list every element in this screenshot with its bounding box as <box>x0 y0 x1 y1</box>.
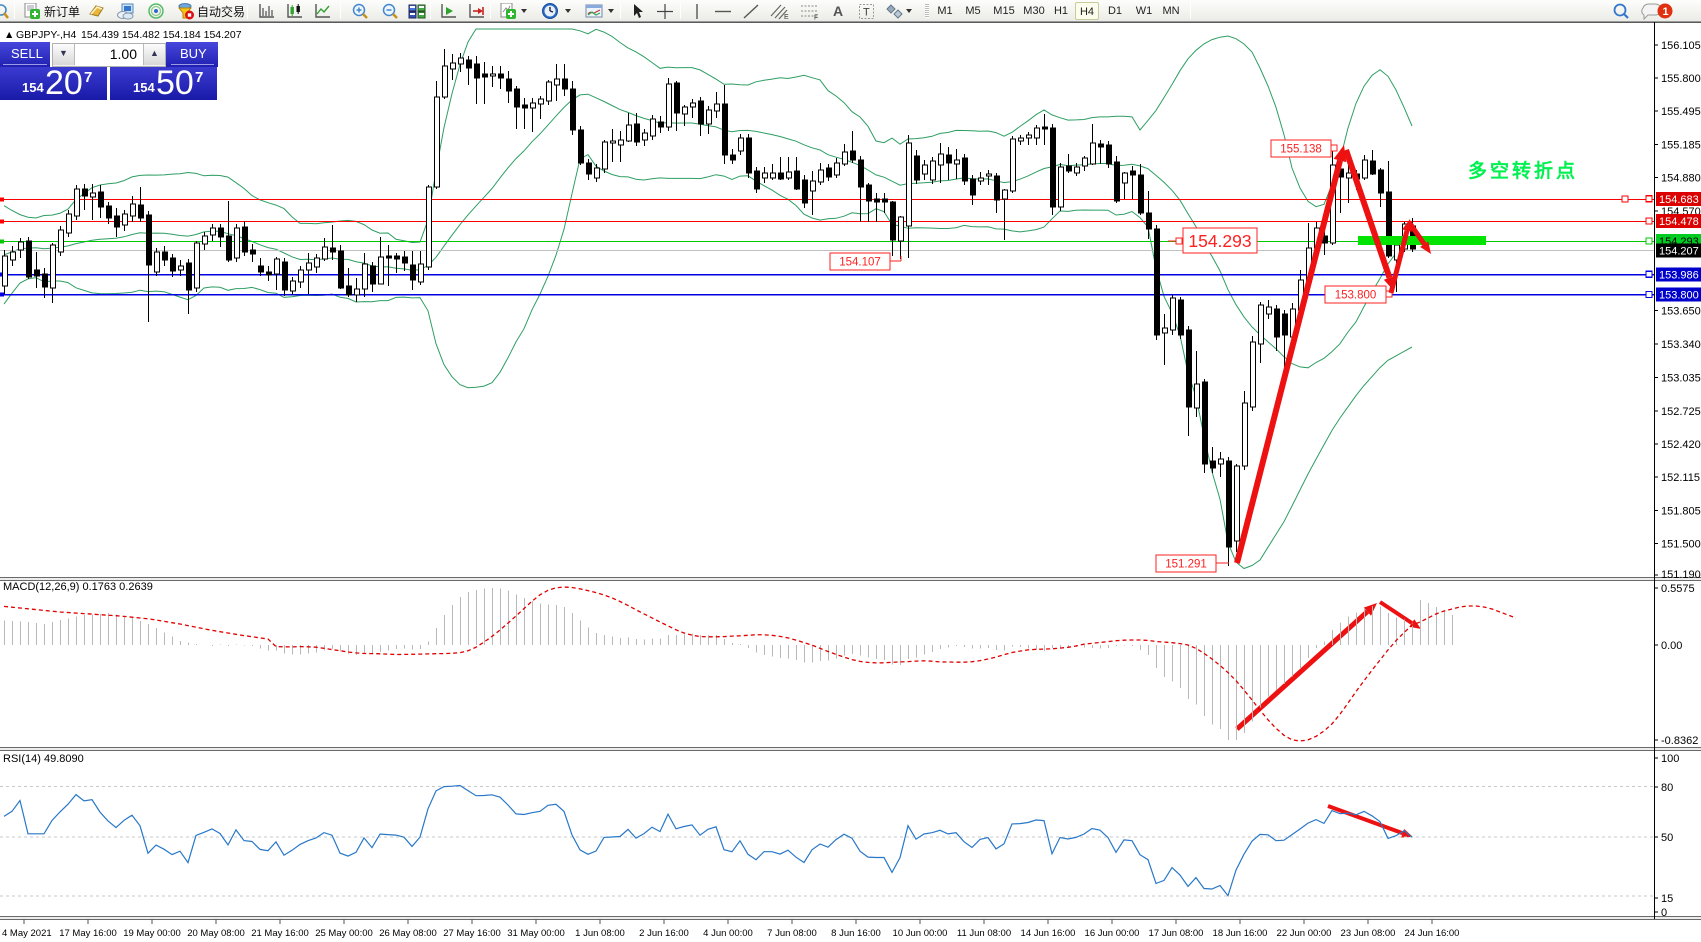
svg-text:21 May 16:00: 21 May 16:00 <box>251 928 309 939</box>
svg-text:153.800: 153.800 <box>1659 289 1699 301</box>
svg-text:▲: ▲ <box>4 29 14 41</box>
svg-text:F: F <box>814 15 818 21</box>
svg-text:155.185: 155.185 <box>1661 139 1701 151</box>
svg-text:1: 1 <box>1663 6 1669 18</box>
svg-text:T: T <box>863 7 870 19</box>
svg-text:154.880: 154.880 <box>1661 172 1701 184</box>
svg-text:11 Jun 08:00: 11 Jun 08:00 <box>957 928 1011 939</box>
svg-text:多空转折点: 多空转折点 <box>1468 159 1578 182</box>
svg-text:154.478: 154.478 <box>1659 216 1699 228</box>
svg-text:100: 100 <box>1661 753 1679 765</box>
svg-text:153.035: 153.035 <box>1661 372 1701 384</box>
svg-text:25 May 00:00: 25 May 00:00 <box>315 928 373 939</box>
svg-text:26 May 08:00: 26 May 08:00 <box>379 928 437 939</box>
svg-text:153.340: 153.340 <box>1661 339 1701 351</box>
svg-text:151.291: 151.291 <box>1165 559 1207 571</box>
svg-text:14 Jun 16:00: 14 Jun 16:00 <box>1021 928 1076 939</box>
svg-text:2 Jun 16:00: 2 Jun 16:00 <box>639 928 689 939</box>
svg-text:18 Jun 16:00: 18 Jun 16:00 <box>1213 928 1268 939</box>
svg-text:E: E <box>784 14 789 20</box>
svg-text:10 Jun 00:00: 10 Jun 00:00 <box>893 928 948 939</box>
svg-text:151.500: 151.500 <box>1661 539 1701 551</box>
svg-text:7 Jun 08:00: 7 Jun 08:00 <box>767 928 817 939</box>
svg-text:154.107: 154.107 <box>839 257 881 269</box>
svg-text:151.805: 151.805 <box>1661 505 1701 517</box>
svg-text:1 Jun 08:00: 1 Jun 08:00 <box>575 928 625 939</box>
svg-text:0: 0 <box>1661 907 1667 919</box>
svg-text:80: 80 <box>1661 782 1673 794</box>
svg-text:24 Jun 16:00: 24 Jun 16:00 <box>1405 928 1460 939</box>
svg-text:154.683: 154.683 <box>1659 194 1699 206</box>
svg-text:156.105: 156.105 <box>1661 40 1701 52</box>
svg-text:23 Jun 08:00: 23 Jun 08:00 <box>1341 928 1396 939</box>
svg-text:19 May 00:00: 19 May 00:00 <box>123 928 181 939</box>
svg-text:4 May 2021: 4 May 2021 <box>2 928 52 939</box>
svg-text:17 May 16:00: 17 May 16:00 <box>59 928 117 939</box>
svg-text:50: 50 <box>1661 832 1673 844</box>
svg-text:16 Jun 00:00: 16 Jun 00:00 <box>1085 928 1140 939</box>
svg-text:22 Jun 00:00: 22 Jun 00:00 <box>1277 928 1332 939</box>
svg-text:152.420: 152.420 <box>1661 439 1701 451</box>
svg-text:151.190: 151.190 <box>1661 569 1701 581</box>
svg-text:4 Jun 00:00: 4 Jun 00:00 <box>703 928 753 939</box>
svg-text:27 May 16:00: 27 May 16:00 <box>443 928 501 939</box>
svg-text:155.800: 155.800 <box>1661 73 1701 85</box>
svg-text:15: 15 <box>1661 893 1673 905</box>
svg-text:152.725: 152.725 <box>1661 406 1701 418</box>
svg-text:20 May 08:00: 20 May 08:00 <box>187 928 245 939</box>
svg-text:0.00: 0.00 <box>1661 640 1682 652</box>
svg-text:154.207: 154.207 <box>1659 245 1699 257</box>
svg-text:155.495: 155.495 <box>1661 106 1701 118</box>
svg-text:154.293: 154.293 <box>1188 231 1251 251</box>
svg-text:MACD(12,26,9) 0.1763 0.2639: MACD(12,26,9) 0.1763 0.2639 <box>3 581 153 593</box>
svg-text:0.5575: 0.5575 <box>1661 583 1695 595</box>
svg-text:GBPJPY-,H4: GBPJPY-,H4 <box>16 29 76 41</box>
svg-text:17 Jun 08:00: 17 Jun 08:00 <box>1149 928 1204 939</box>
svg-text:155.138: 155.138 <box>1280 144 1322 156</box>
svg-text:153.650: 153.650 <box>1661 306 1701 318</box>
svg-text:152.115: 152.115 <box>1661 472 1700 484</box>
svg-text:-0.8362: -0.8362 <box>1661 735 1698 747</box>
svg-text:RSI(14) 49.8090: RSI(14) 49.8090 <box>3 753 84 765</box>
svg-text:31 May 00:00: 31 May 00:00 <box>507 928 565 939</box>
svg-text:153.800: 153.800 <box>1335 290 1377 302</box>
svg-text:8 Jun 16:00: 8 Jun 16:00 <box>831 928 881 939</box>
svg-text:153.986: 153.986 <box>1659 269 1699 281</box>
svg-text:154.439 154.482 154.184 154.20: 154.439 154.482 154.184 154.207 <box>81 29 242 41</box>
